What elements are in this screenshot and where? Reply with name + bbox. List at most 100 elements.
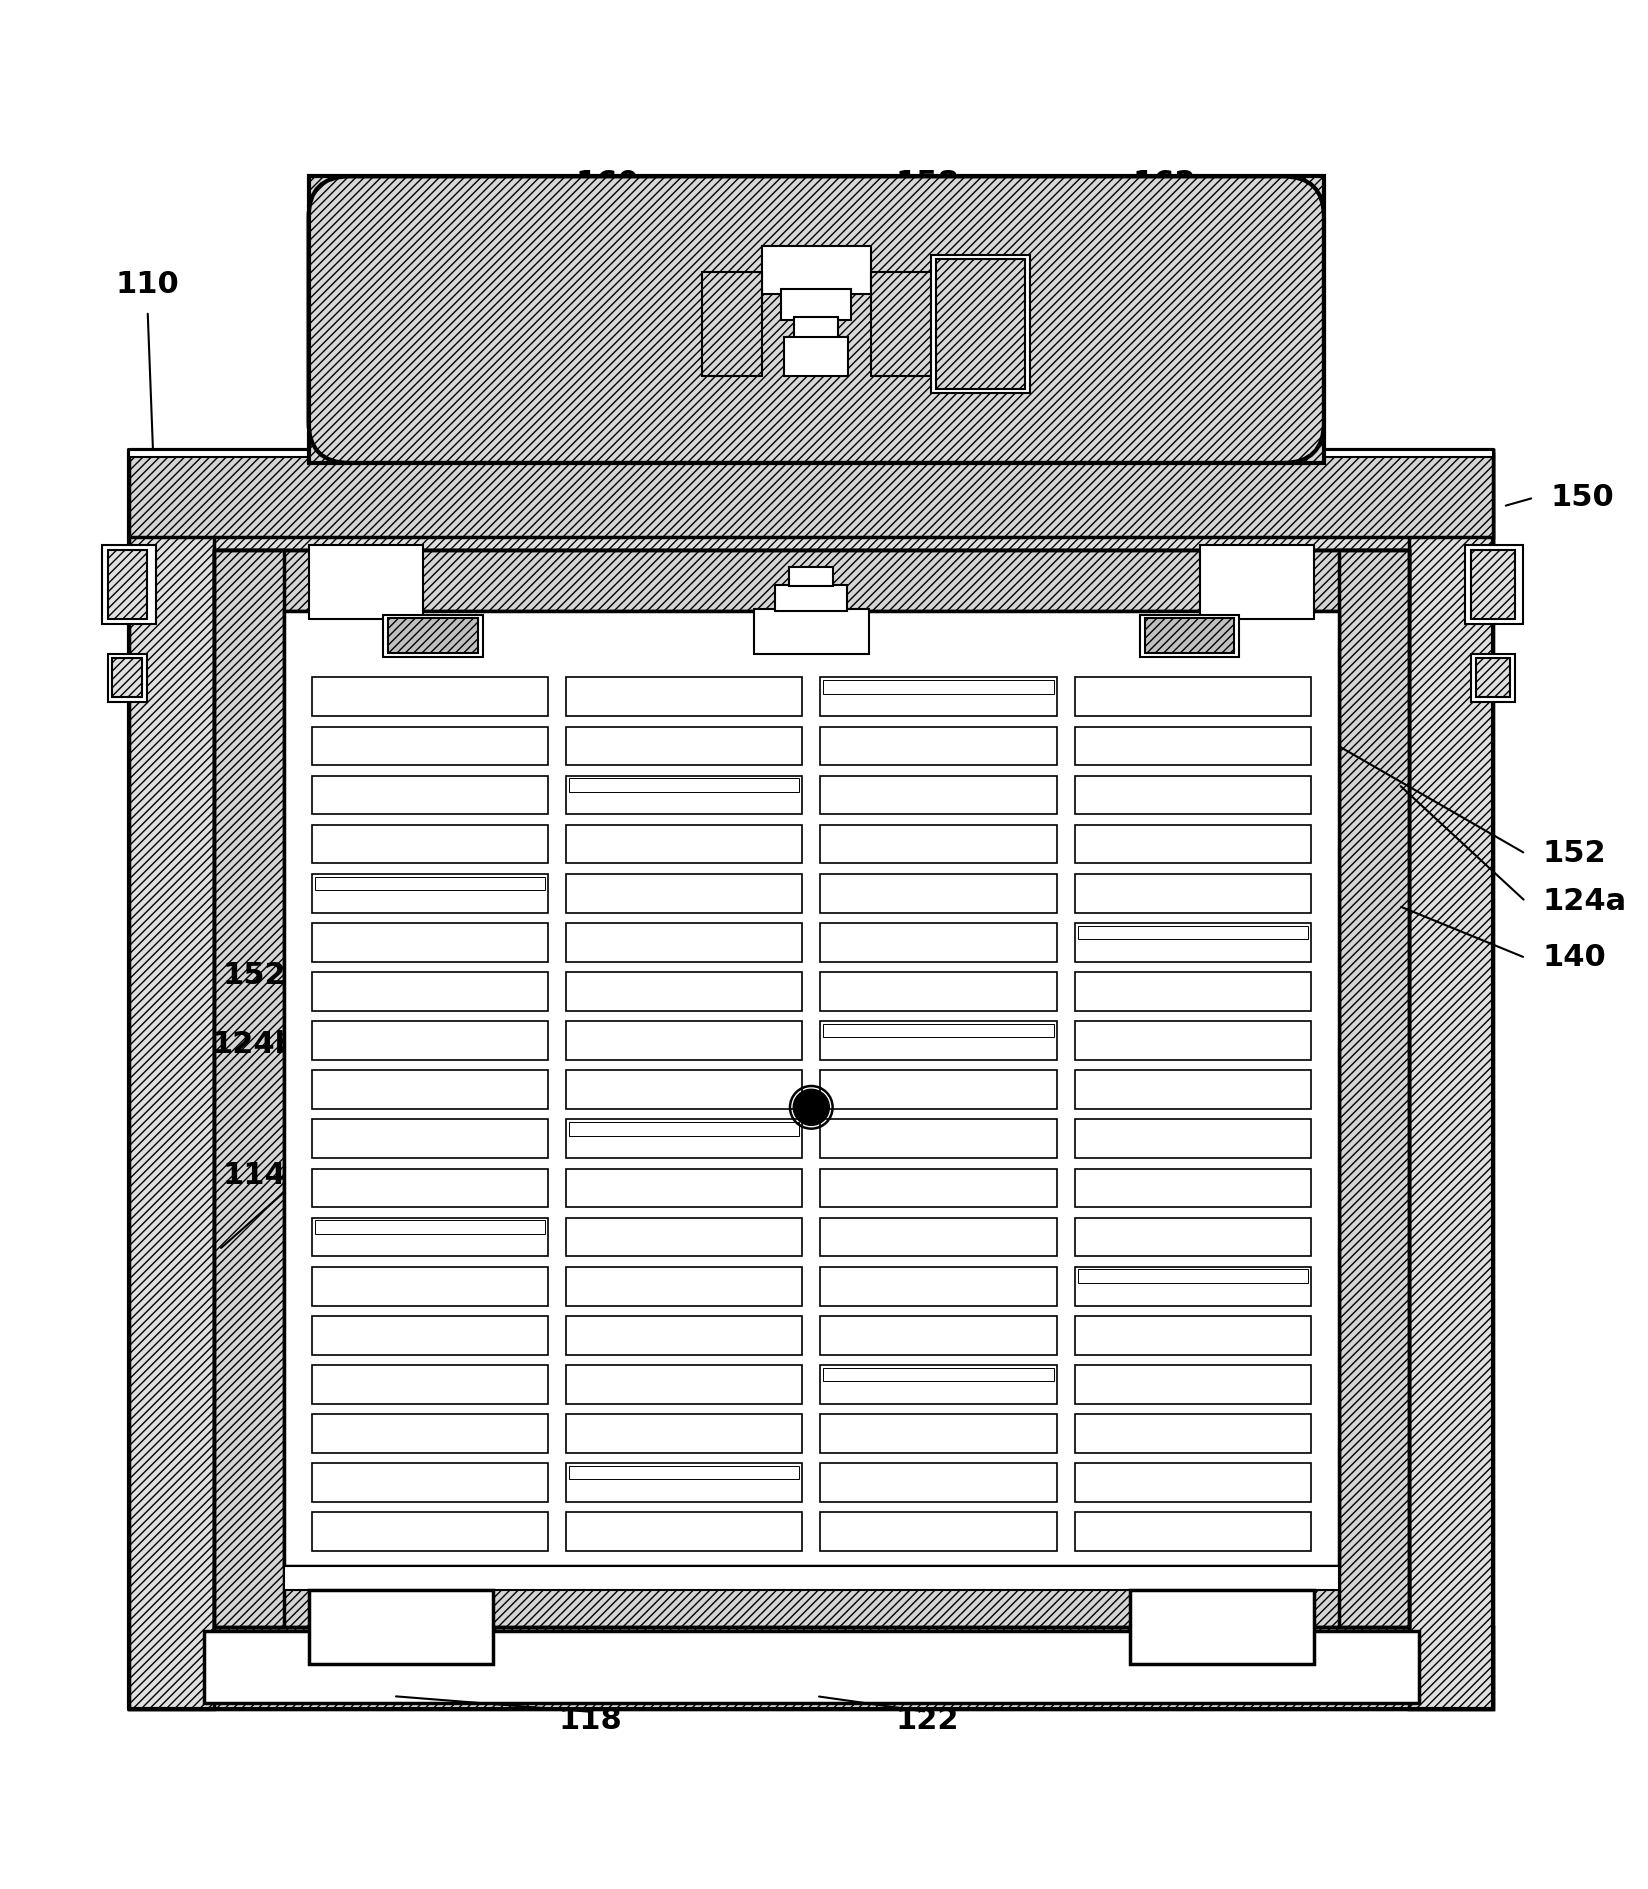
Bar	[214, 1566, 1409, 1626]
Bar	[107, 654, 147, 703]
Text: 150: 150	[1551, 484, 1613, 512]
Bar	[311, 825, 549, 863]
Bar	[784, 336, 849, 376]
Text: 122: 122	[895, 1706, 959, 1734]
Bar	[1074, 924, 1312, 962]
Bar	[311, 875, 549, 912]
Bar	[130, 450, 1493, 457]
Bar	[1472, 654, 1515, 703]
Bar	[311, 1169, 549, 1207]
Bar	[565, 1464, 803, 1502]
Text: 152: 152	[1543, 839, 1605, 869]
Text: 152: 152	[222, 962, 287, 990]
Text: 124b: 124b	[211, 1030, 297, 1060]
Bar	[1145, 618, 1234, 654]
Bar	[384, 616, 483, 657]
Bar	[130, 1626, 1493, 1710]
Bar	[283, 610, 1338, 1566]
Bar	[311, 1268, 549, 1305]
Bar	[1078, 1269, 1309, 1283]
Bar	[565, 1022, 803, 1060]
Bar	[311, 973, 549, 1011]
Bar	[565, 924, 803, 962]
Bar	[565, 1513, 803, 1551]
Bar	[311, 1415, 549, 1453]
Text: 158: 158	[895, 168, 959, 198]
Bar	[565, 1317, 803, 1354]
Bar	[214, 550, 283, 1626]
Bar	[821, 1464, 1056, 1502]
Bar	[311, 1513, 549, 1551]
Bar	[565, 825, 803, 863]
Bar	[1465, 546, 1523, 623]
Bar	[565, 727, 803, 765]
Bar	[565, 1169, 803, 1207]
Bar	[931, 255, 1030, 393]
Bar	[1074, 1366, 1312, 1404]
Bar	[1338, 550, 1409, 1626]
Bar	[821, 1120, 1056, 1158]
Text: 162: 162	[1132, 168, 1196, 198]
Bar	[311, 678, 549, 716]
Bar	[565, 1415, 803, 1453]
Bar	[311, 1317, 549, 1354]
Bar	[1074, 825, 1312, 863]
Bar	[311, 1464, 549, 1502]
Bar	[311, 1022, 549, 1060]
Bar	[821, 1317, 1056, 1354]
Circle shape	[793, 1090, 829, 1126]
Bar	[130, 450, 1493, 550]
Bar	[565, 1268, 803, 1305]
Bar	[1074, 1268, 1312, 1305]
Bar	[311, 727, 549, 765]
Bar	[565, 1071, 803, 1109]
Text: 140: 140	[1543, 943, 1605, 973]
Bar	[821, 1169, 1056, 1207]
Text: 114: 114	[222, 1160, 287, 1190]
Bar	[565, 678, 803, 716]
Bar	[821, 924, 1056, 962]
Bar	[311, 776, 549, 814]
Bar	[1074, 1415, 1312, 1453]
Bar	[1409, 450, 1493, 1710]
Bar	[569, 778, 799, 791]
Bar	[315, 1220, 545, 1234]
Bar	[824, 1024, 1053, 1037]
Bar	[1140, 616, 1239, 657]
Bar	[1074, 1513, 1312, 1551]
Bar	[1074, 1464, 1312, 1502]
Bar	[1074, 678, 1312, 716]
Bar	[130, 450, 214, 1710]
Bar	[1078, 926, 1309, 939]
Bar	[794, 317, 839, 342]
Bar	[753, 608, 868, 654]
Bar	[1074, 1071, 1312, 1109]
Bar	[1074, 1022, 1312, 1060]
Bar	[789, 567, 834, 586]
Bar	[311, 1120, 549, 1158]
Bar	[824, 1368, 1053, 1381]
Bar	[1074, 727, 1312, 765]
Bar	[311, 1218, 549, 1256]
Bar	[311, 1071, 549, 1109]
Bar	[308, 1591, 493, 1664]
Bar	[821, 1513, 1056, 1551]
Bar	[821, 1071, 1056, 1109]
Bar	[821, 776, 1056, 814]
Bar	[821, 1268, 1056, 1305]
Bar	[569, 1122, 799, 1135]
Bar	[311, 1366, 549, 1404]
Bar	[283, 1566, 1338, 1591]
Bar	[821, 825, 1056, 863]
Bar	[1074, 1120, 1312, 1158]
Bar	[821, 727, 1056, 765]
Bar	[214, 550, 1409, 610]
Bar	[308, 176, 1323, 463]
Bar	[107, 550, 147, 620]
Bar	[565, 1366, 803, 1404]
Bar	[821, 1366, 1056, 1404]
Text: 110: 110	[115, 270, 180, 300]
Bar	[565, 1120, 803, 1158]
Bar	[569, 1466, 799, 1479]
Bar	[781, 289, 850, 319]
